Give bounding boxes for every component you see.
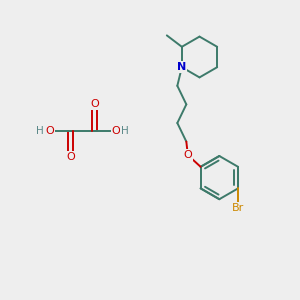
Text: O: O — [112, 125, 121, 136]
Text: N: N — [177, 62, 187, 72]
Text: O: O — [46, 125, 55, 136]
Text: O: O — [90, 99, 99, 109]
Text: O: O — [66, 152, 75, 162]
Text: Br: Br — [232, 203, 244, 213]
Text: H: H — [36, 125, 44, 136]
Text: O: O — [184, 150, 192, 160]
Text: H: H — [121, 125, 129, 136]
